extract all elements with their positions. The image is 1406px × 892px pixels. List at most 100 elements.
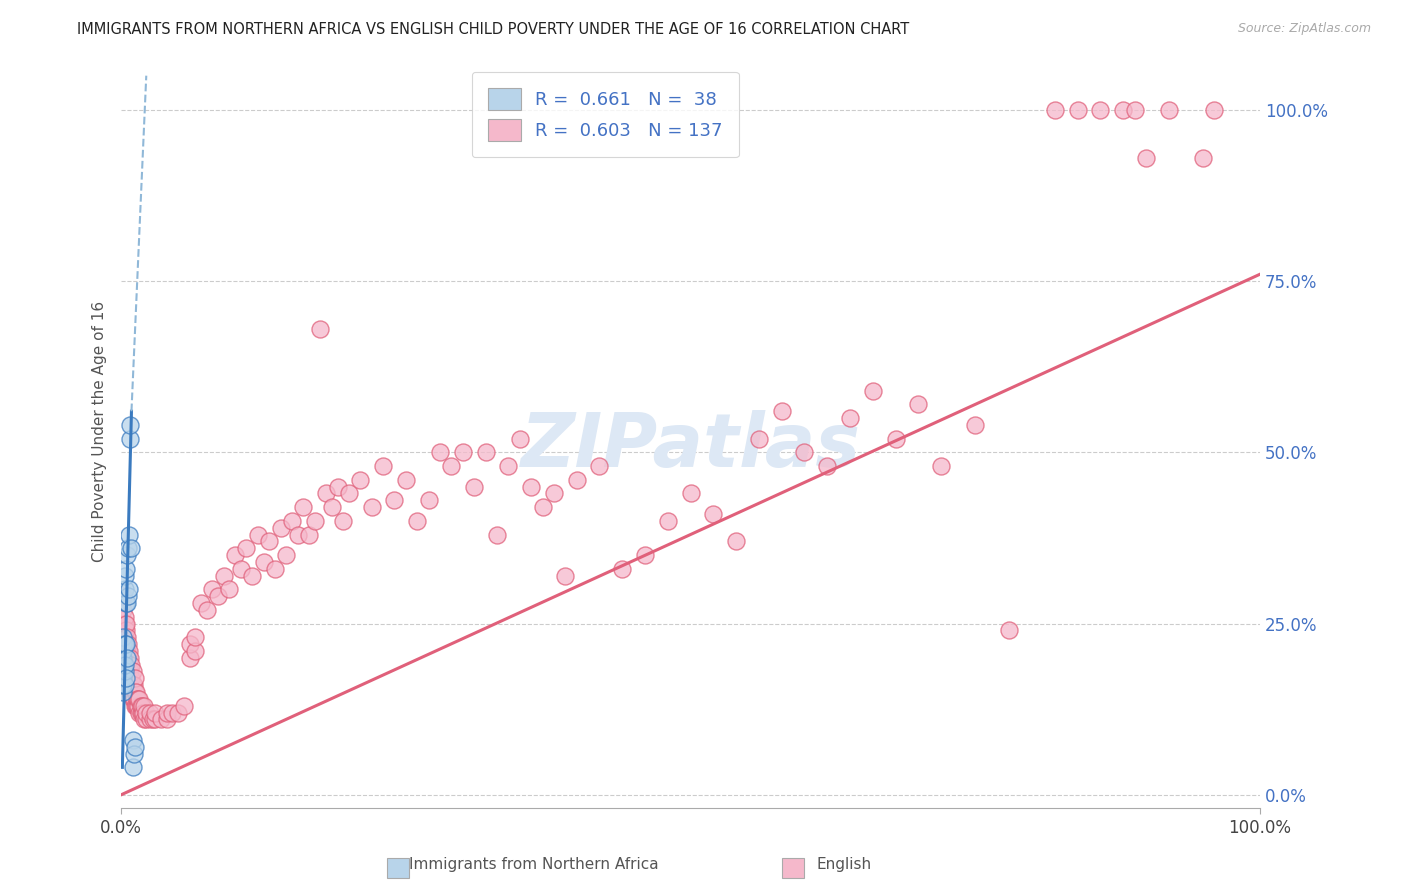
Point (1204, 103, 1226, 117)
Point (612, 562, 634, 576)
Point (112, 685, 135, 699)
Point (124, 698, 146, 713)
Point (114, 671, 136, 685)
Point (349, 473, 371, 487)
Point (145, 713, 167, 727)
Point (114, 657, 136, 672)
Point (156, 706, 179, 720)
Point (132, 698, 155, 713)
Point (122, 691, 145, 706)
Point (907, 397, 929, 411)
Point (839, 411, 862, 425)
Point (127, 691, 149, 706)
Point (121, 733, 143, 747)
Point (326, 479, 349, 493)
Point (111, 596, 134, 610)
Point (1066, 103, 1088, 117)
Point (132, 706, 155, 720)
Point (474, 445, 496, 459)
Point (114, 637, 136, 651)
Point (124, 739, 146, 754)
Point (315, 486, 337, 500)
Point (122, 747, 145, 761)
Legend: R =  0.661   N =  38, R =  0.603   N = 137: R = 0.661 N = 38, R = 0.603 N = 137 (472, 71, 738, 157)
Point (748, 432, 770, 446)
Point (129, 706, 152, 720)
Point (112, 650, 135, 665)
Point (112, 678, 135, 692)
Point (118, 582, 141, 597)
Point (240, 568, 263, 582)
Point (1112, 103, 1135, 117)
Text: Immigrants from Northern Africa: Immigrants from Northern Africa (409, 857, 659, 872)
Point (1157, 103, 1180, 117)
Point (498, 458, 520, 473)
Point (115, 650, 138, 665)
Point (634, 548, 657, 562)
Point (252, 555, 274, 569)
Point (725, 534, 748, 549)
Point (112, 589, 135, 603)
Point (287, 527, 309, 541)
Point (451, 445, 474, 459)
Point (114, 650, 136, 665)
Point (115, 596, 138, 610)
Point (138, 706, 160, 720)
Point (218, 582, 240, 597)
Point (112, 603, 135, 617)
Point (131, 698, 153, 713)
Point (657, 514, 679, 528)
Point (179, 637, 201, 651)
Point (118, 527, 141, 541)
Point (162, 706, 184, 720)
Point (114, 665, 136, 679)
Point (121, 671, 143, 685)
Point (114, 657, 136, 672)
Point (112, 624, 135, 638)
Text: Source: ZipAtlas.com: Source: ZipAtlas.com (1237, 22, 1371, 36)
Point (184, 630, 207, 644)
Point (520, 479, 543, 493)
Point (112, 657, 135, 672)
Point (114, 624, 136, 638)
Point (118, 678, 141, 692)
Point (156, 713, 179, 727)
Point (429, 445, 451, 459)
Point (1192, 151, 1215, 165)
Point (418, 493, 440, 508)
Point (264, 562, 287, 576)
Point (1123, 103, 1146, 117)
Point (142, 713, 165, 727)
Point (212, 568, 235, 582)
Point (121, 685, 143, 699)
Point (114, 637, 136, 651)
Point (114, 582, 136, 597)
Point (117, 637, 139, 651)
Point (371, 458, 394, 473)
Point (884, 432, 907, 446)
Point (167, 706, 190, 720)
Point (304, 514, 326, 528)
Point (207, 589, 229, 603)
Point (384, 493, 406, 508)
Point (114, 616, 136, 631)
Point (332, 514, 354, 528)
Point (114, 568, 136, 582)
Point (114, 609, 136, 624)
Point (770, 404, 793, 418)
Point (118, 644, 141, 658)
Point (184, 644, 207, 658)
Point (120, 432, 142, 446)
Point (118, 657, 141, 672)
Point (117, 671, 139, 685)
Point (112, 644, 135, 658)
Point (112, 671, 135, 685)
Text: ZIPatlas: ZIPatlas (520, 410, 860, 483)
Point (235, 541, 257, 556)
Point (224, 548, 246, 562)
Point (111, 665, 134, 679)
Point (114, 630, 136, 644)
Point (276, 548, 298, 562)
Point (111, 671, 134, 685)
Point (121, 691, 143, 706)
